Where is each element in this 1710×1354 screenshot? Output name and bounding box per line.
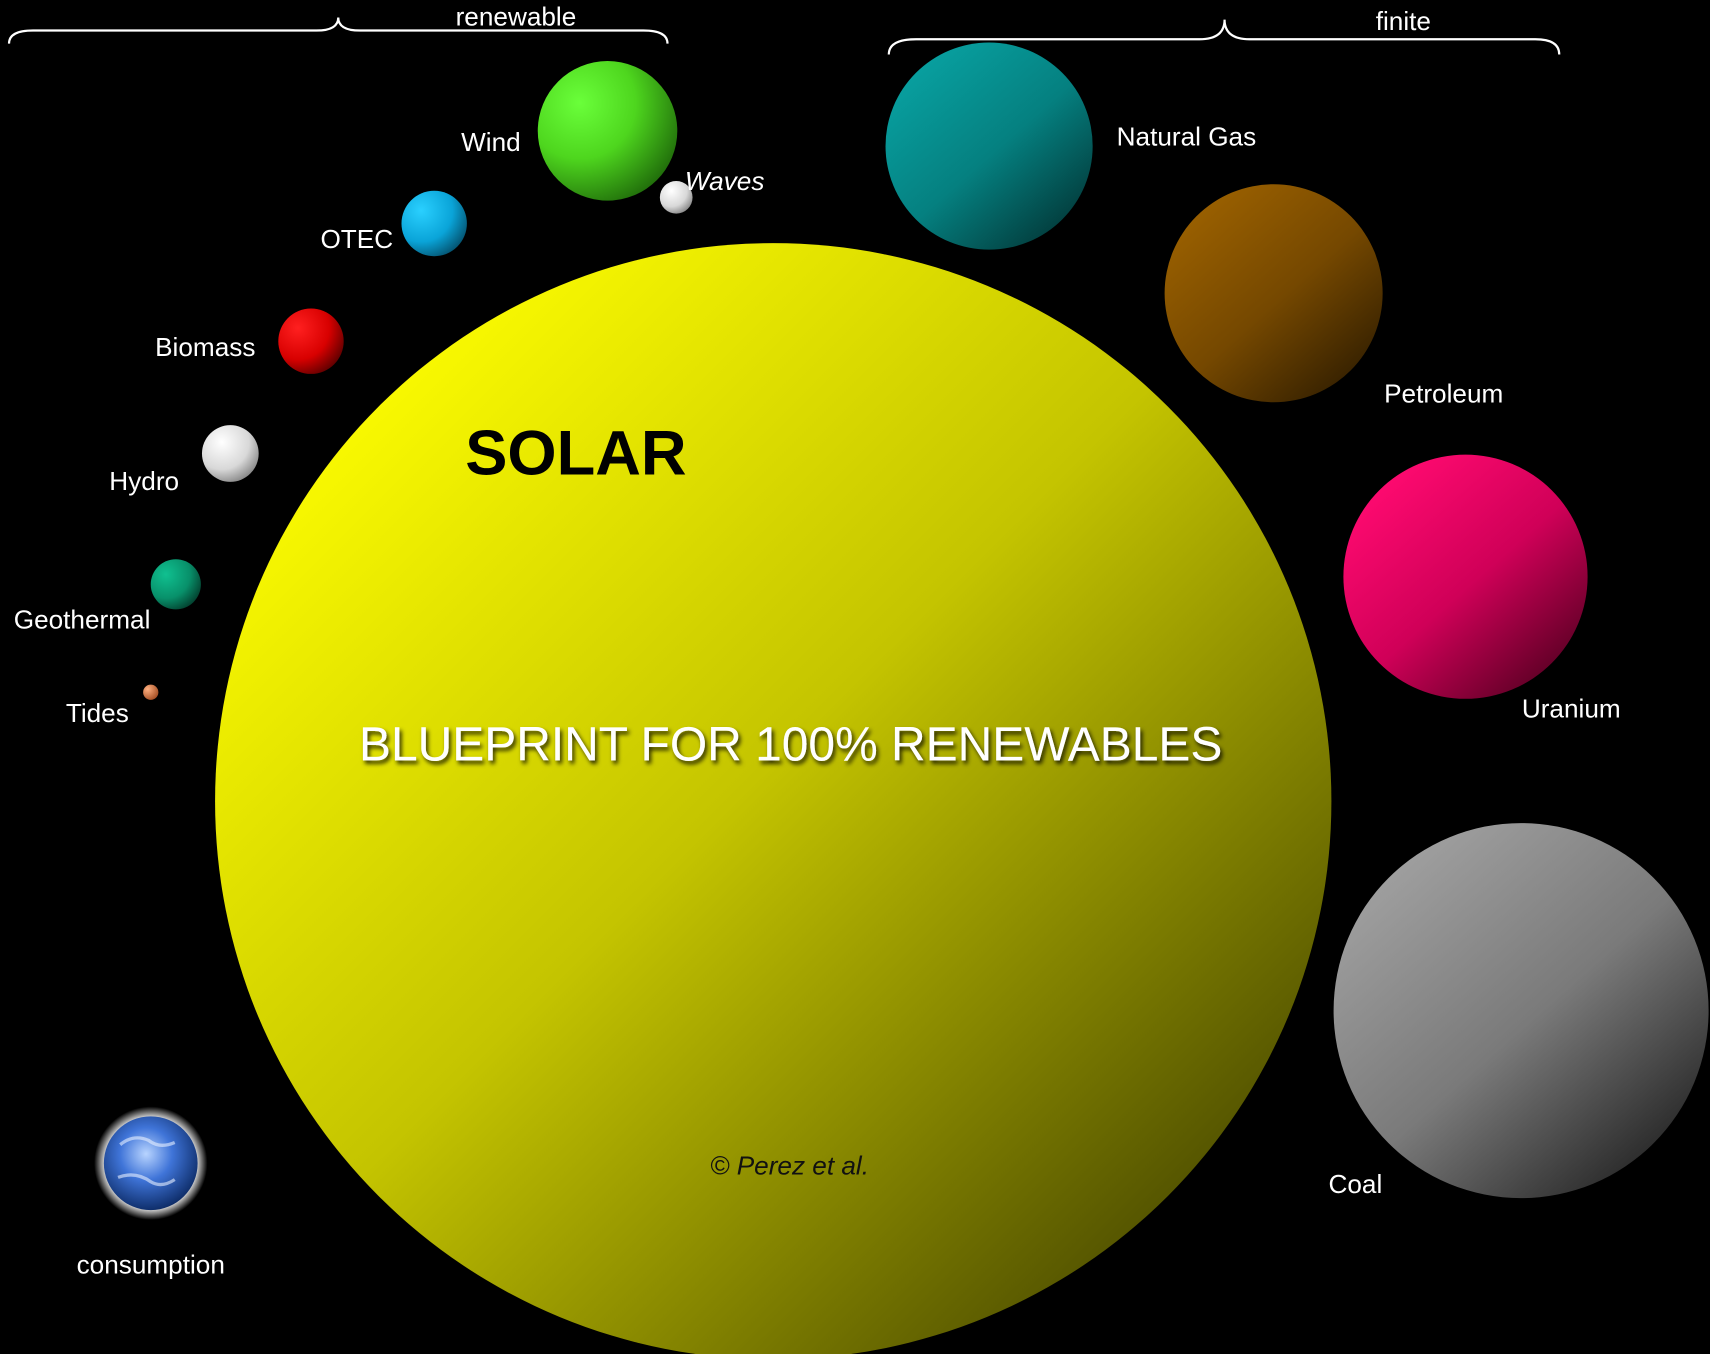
uranium-sphere bbox=[1343, 455, 1587, 699]
source-label: Tides bbox=[66, 698, 129, 728]
solar-subtitle: BLUEPRINT FOR 100% RENEWABLES bbox=[359, 719, 1222, 772]
source-label: Hydro bbox=[109, 466, 179, 496]
source-label: Geothermal bbox=[14, 604, 151, 634]
otec-sphere bbox=[401, 191, 466, 256]
tides-sphere bbox=[143, 685, 158, 700]
geothermal-sphere bbox=[151, 559, 201, 609]
petroleum-sphere bbox=[1165, 184, 1383, 402]
credit: © Perez et al. bbox=[710, 1150, 869, 1180]
source-label: Uranium bbox=[1522, 694, 1621, 724]
biomass-sphere bbox=[278, 309, 343, 374]
source-label: Biomass bbox=[155, 332, 255, 362]
source-label: OTEC bbox=[320, 224, 393, 254]
earth bbox=[104, 1116, 198, 1210]
source-label: Wind bbox=[461, 127, 521, 157]
gas-sphere bbox=[886, 43, 1093, 250]
solar-title: SOLAR bbox=[465, 419, 686, 489]
source-label: Waves bbox=[685, 166, 764, 196]
group-label: renewable bbox=[456, 1, 577, 31]
source-label: Petroleum bbox=[1384, 379, 1503, 409]
wind-sphere bbox=[538, 61, 678, 201]
source-label: Natural Gas bbox=[1117, 121, 1257, 151]
source-label: Coal bbox=[1328, 1169, 1382, 1199]
energy-diagram: renewable finite SOLAR BLUEPRINT FOR 100… bbox=[0, 0, 1710, 1354]
hydro-sphere bbox=[202, 425, 259, 482]
coal-sphere bbox=[1334, 823, 1709, 1198]
solar-sphere bbox=[215, 243, 1331, 1354]
consumption-label: consumption bbox=[77, 1250, 225, 1280]
group-label: finite bbox=[1376, 6, 1431, 36]
